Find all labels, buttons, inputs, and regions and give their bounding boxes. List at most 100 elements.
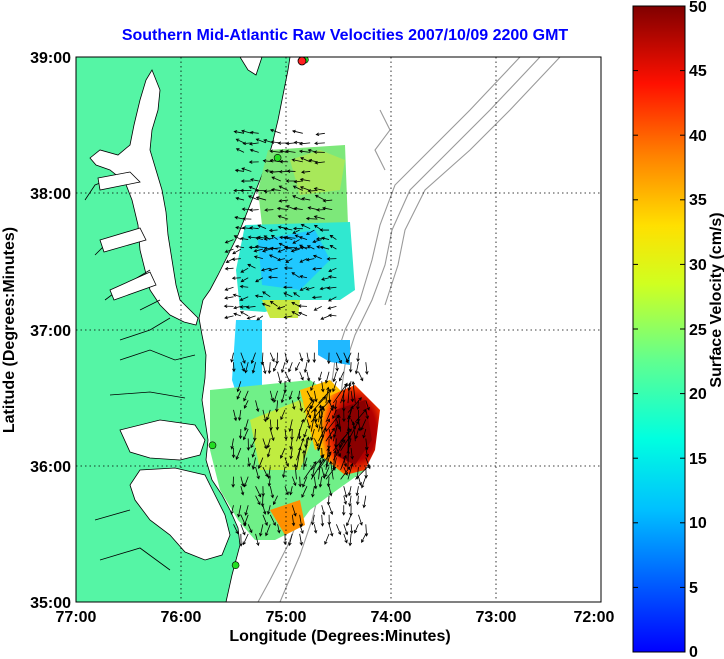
velocity-arrow (237, 505, 242, 518)
velocity-arrow (324, 466, 330, 478)
velocity-arrow (239, 533, 243, 547)
velocity-arrow (231, 257, 241, 261)
velocity-arrow (231, 276, 241, 280)
velocity-arrow (235, 148, 245, 153)
velocity-arrow (241, 129, 252, 134)
velocity-arrow (233, 409, 238, 422)
velocity-arrow (328, 313, 337, 318)
velocity-arrow (313, 390, 318, 403)
velocity-arrow (305, 216, 318, 221)
velocity-arrow (293, 292, 300, 298)
velocity-arrow (292, 195, 303, 201)
velocity-arrow (279, 159, 289, 164)
velocity-arrow (269, 390, 274, 402)
velocity-arrow (321, 381, 325, 393)
velocity-arrow (291, 505, 297, 517)
velocity-arrow (302, 476, 308, 488)
velocity-arrow (277, 141, 289, 145)
velocity-arrow (328, 275, 337, 279)
velocity-arrow (365, 400, 370, 411)
colorbar-tick: 50 (689, 0, 707, 16)
velocity-arrow (263, 235, 271, 240)
velocity-arrow (347, 382, 352, 404)
velocity-arrow (254, 294, 263, 298)
velocity-arrow (296, 390, 301, 401)
velocity-arrow (319, 228, 330, 232)
velocity-arrow (235, 447, 242, 460)
velocity-arrow (284, 246, 293, 250)
velocity-arrow (301, 197, 311, 201)
velocity-arrow (265, 524, 271, 537)
velocity-arrow (343, 466, 348, 476)
velocity-arrow (268, 267, 278, 272)
velocity-arrow (249, 130, 259, 135)
velocity-arrow (326, 495, 331, 506)
velocity-arrow (267, 467, 271, 479)
velocity-arrow (303, 405, 312, 423)
velocity-arrow (303, 428, 308, 438)
velocity-arrow (300, 157, 311, 163)
velocity-arrow (321, 505, 326, 516)
velocity-arrow (276, 257, 286, 262)
velocity-arrow (305, 286, 315, 291)
velocity-arrow (262, 291, 271, 298)
velocity-arrow (343, 495, 348, 505)
velocity-arrow (328, 296, 337, 302)
velocity-arrow (332, 381, 337, 393)
velocity-arrow (295, 362, 301, 372)
colorbar-tick: 30 (689, 257, 707, 274)
velocity-arrow (292, 185, 303, 191)
velocity-arrow (235, 244, 245, 249)
velocity-arrow (319, 419, 324, 431)
grid-lines (76, 57, 601, 602)
chesapeake-bay (89, 69, 199, 326)
velocity-arrow (303, 362, 308, 373)
velocity-arrow (280, 390, 286, 404)
velocity-arrow (230, 352, 234, 363)
velocity-arrow (240, 362, 245, 372)
velocity-arrow (269, 149, 281, 154)
y-axis-label: Latitude (Degrees:Minutes) (1, 227, 18, 433)
velocity-arrow (298, 236, 308, 240)
velocity-arrow (346, 352, 352, 363)
velocity-arrow (318, 451, 332, 471)
velocity-arrow (318, 371, 323, 382)
velocity-arrow (268, 254, 278, 260)
velocity-arrow (303, 461, 317, 480)
velocity-arrow (257, 224, 267, 230)
velocity-arrow (306, 409, 312, 419)
colorbar: 50 45 40 35 30 25 20 15 10 5 0 Surface V… (632, 0, 724, 659)
velocity-arrow (347, 420, 359, 442)
velocity-arrow (255, 138, 267, 144)
velocity-arrow (337, 414, 341, 432)
velocity-arrow (241, 226, 252, 230)
velocity-arrow (243, 400, 249, 409)
velocity-arrow (321, 236, 330, 241)
velocity-arrow (233, 130, 245, 134)
velocity-arrow (240, 267, 249, 273)
velocity-arrow (358, 371, 364, 382)
velocity-arrow (313, 438, 319, 448)
velocity-arrow (269, 514, 276, 527)
velocity-arrow (318, 404, 323, 423)
pamlico-sound (119, 419, 231, 561)
velocity-arrow (275, 352, 279, 365)
velocity-arrow (269, 352, 275, 363)
velocity-arrow (343, 533, 348, 544)
velocity-arrow (348, 495, 352, 507)
velocity-arrow (298, 141, 311, 146)
velocity-arrow (224, 315, 234, 320)
velocity-arrow (275, 400, 279, 413)
velocity-arrow (275, 419, 280, 431)
velocity-arrow (311, 486, 315, 498)
velocity-arrow (289, 447, 293, 460)
velocity-arrow (278, 169, 289, 174)
velocity-arrow (322, 198, 333, 203)
velocity-arrow (233, 305, 241, 310)
velocity-arrow (306, 352, 311, 364)
velocity-arrow (356, 495, 360, 506)
velocity-arrow (355, 486, 360, 497)
velocity-arrow (328, 524, 334, 537)
velocity-arrow (231, 476, 235, 488)
velocity-arrow (247, 524, 253, 534)
